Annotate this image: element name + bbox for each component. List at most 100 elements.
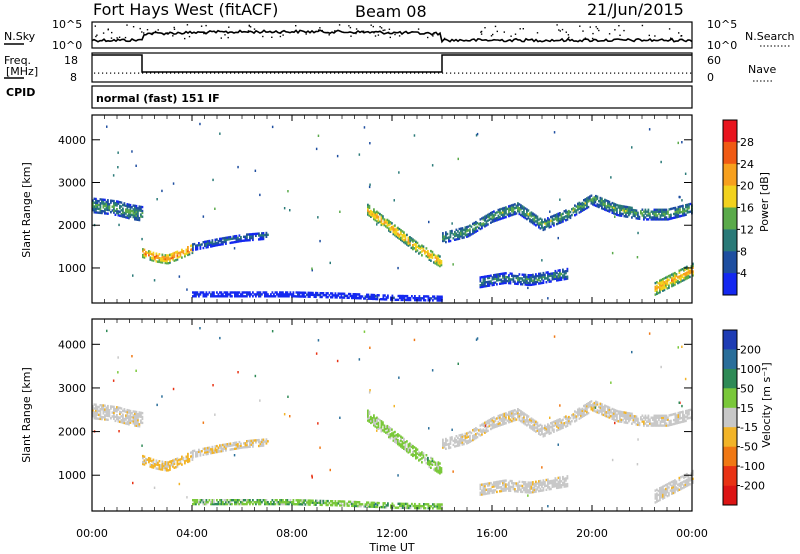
velocity-cell	[445, 439, 447, 443]
noise-search-point	[370, 24, 372, 26]
velocity-cell	[677, 417, 680, 421]
power-cell	[482, 277, 485, 281]
power-cell	[210, 245, 212, 248]
velocity-cell	[460, 435, 462, 439]
power-cell	[114, 209, 117, 213]
power-cell	[163, 257, 165, 261]
velocity-cell	[496, 486, 498, 490]
power-cell	[686, 273, 688, 276]
velocity-cell	[433, 503, 436, 506]
velocity-cell	[473, 430, 476, 433]
power-cell	[681, 279, 684, 282]
power-cell	[235, 295, 238, 298]
velocity-cell	[601, 411, 603, 414]
velocity-cell	[503, 422, 506, 425]
velocity-cell	[481, 431, 483, 434]
power-colorbar-tick-label: 12	[740, 223, 754, 236]
velocity-cell	[292, 499, 295, 502]
velocity-cell	[586, 410, 588, 414]
power-cell	[476, 225, 479, 229]
power-cell	[285, 291, 287, 294]
velocity-cell	[554, 422, 557, 425]
power-colorbar-swatch	[723, 251, 737, 274]
nave-point	[626, 72, 628, 74]
velocity-cell	[152, 466, 155, 469]
velocity-cell	[307, 501, 310, 504]
noise-search-point	[668, 28, 671, 30]
power-cell	[129, 211, 132, 214]
velocity-cell	[656, 498, 658, 501]
velocity-cell	[398, 434, 401, 437]
velocity-cell	[392, 439, 395, 442]
power-cell	[441, 295, 443, 298]
power-cell	[270, 293, 272, 296]
power-cell	[611, 205, 614, 209]
power-cell	[301, 293, 304, 296]
velocity-cell	[559, 425, 561, 429]
velocity-cell	[586, 412, 588, 416]
power-cell	[428, 254, 431, 258]
velocity-cell	[493, 485, 495, 488]
velocity-cell	[460, 433, 462, 437]
power-cell	[574, 214, 576, 217]
velocity-cell	[584, 413, 587, 417]
velocity-cell	[202, 499, 205, 502]
velocity-cell	[529, 485, 531, 488]
power-cell	[505, 210, 507, 213]
power-cell	[407, 236, 410, 240]
nave-point	[530, 72, 532, 74]
velocity-cell	[135, 424, 138, 427]
velocity-cell	[401, 446, 404, 449]
velocity-cell	[485, 426, 488, 429]
noise-search-point	[172, 35, 174, 37]
power-cell	[464, 226, 467, 229]
power-cell	[669, 274, 672, 277]
velocity-cell	[415, 449, 417, 452]
velocity-cell	[435, 505, 437, 508]
velocity-cell	[443, 442, 446, 445]
power-cell	[604, 202, 606, 205]
power-cell	[446, 232, 449, 236]
velocity-cell	[550, 425, 552, 429]
power-cell	[667, 218, 669, 221]
velocity-cell	[446, 443, 449, 446]
power-cell	[192, 247, 194, 250]
velocity-cell	[566, 484, 569, 488]
nave-point	[674, 72, 676, 74]
power-cell	[650, 216, 653, 219]
velocity-cell	[578, 409, 581, 412]
velocity-cell	[408, 506, 410, 510]
power-cell	[607, 203, 609, 207]
power-cell	[383, 222, 386, 225]
power-cell	[653, 212, 656, 215]
power-cell	[243, 235, 245, 238]
velocity-cell	[120, 411, 123, 414]
velocity-cell	[367, 417, 369, 420]
power-cell	[267, 295, 269, 298]
velocity-cell	[681, 483, 684, 486]
power-cell	[392, 229, 395, 232]
power-cell	[382, 215, 384, 218]
velocity-cell	[626, 415, 629, 419]
velocity-cell	[173, 460, 176, 464]
velocity-cell	[521, 484, 524, 488]
velocity-cell	[116, 417, 118, 421]
velocity-cell	[146, 458, 149, 461]
velocity-cell	[368, 410, 371, 414]
power-colorbar-tick-label: 8	[740, 245, 747, 258]
velocity-cell	[680, 485, 682, 489]
power-cell	[422, 249, 425, 252]
power-cell	[390, 296, 392, 299]
power-cell	[650, 210, 653, 213]
velocity-cell	[442, 444, 444, 447]
velocity-cell	[545, 478, 548, 482]
velocity-cell	[508, 481, 510, 484]
power-cell	[470, 225, 473, 228]
velocity-cell	[578, 417, 581, 420]
velocity-cell	[385, 504, 388, 507]
velocity-colorbar-swatch	[723, 349, 737, 370]
power-cell	[114, 204, 117, 207]
power-cell	[643, 214, 645, 217]
power-cell	[506, 213, 509, 216]
velocity-cell	[613, 410, 615, 413]
